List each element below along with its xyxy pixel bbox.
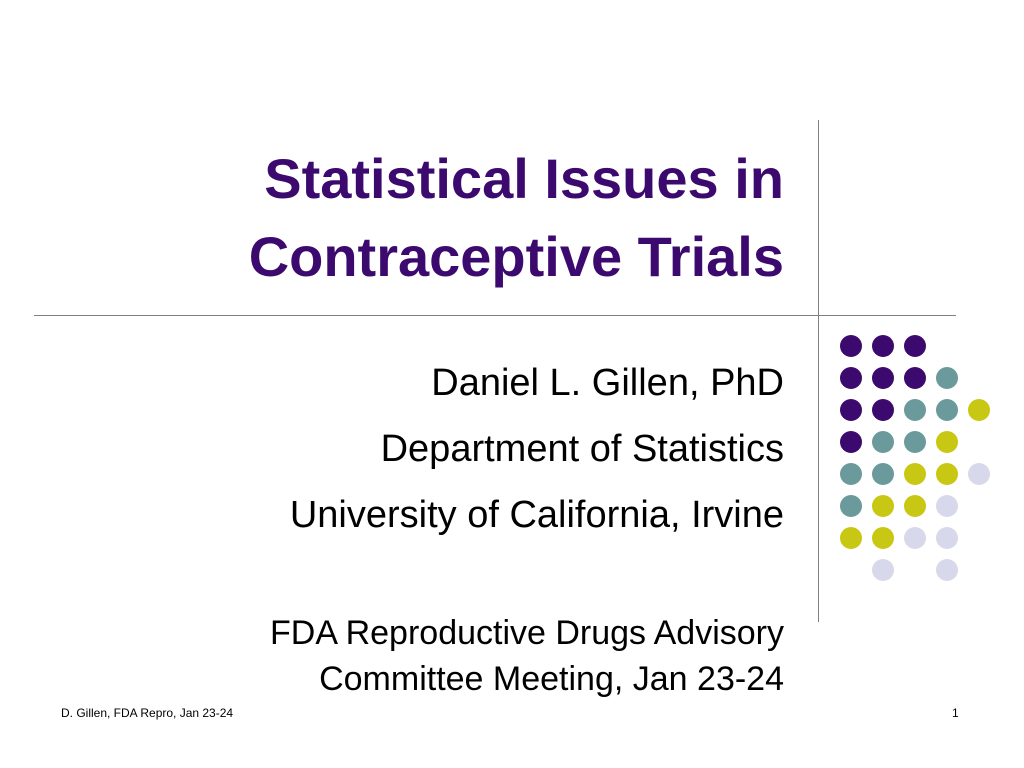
decorative-dot-lavender	[968, 463, 990, 485]
decorative-dot-purple	[904, 335, 926, 357]
decorative-dot-teal	[872, 463, 894, 485]
decorative-dot-lavender	[936, 495, 958, 517]
decorative-dot-teal	[840, 463, 862, 485]
decorative-dot-teal	[872, 431, 894, 453]
decorative-dot-teal	[904, 431, 926, 453]
decorative-dot-purple	[872, 367, 894, 389]
decorative-dot-purple	[840, 399, 862, 421]
decorative-dot-teal	[936, 399, 958, 421]
decorative-dot-purple	[840, 335, 862, 357]
decorative-dot-lavender	[936, 559, 958, 581]
decorative-dot-lavender	[872, 559, 894, 581]
meeting-line-1: FDA Reproductive Drugs Advisory	[270, 614, 784, 652]
decorative-dot-lavender	[904, 527, 926, 549]
meeting-block: FDA Reproductive Drugs Advisory Committe…	[84, 610, 784, 702]
decorative-dot-yellow	[872, 527, 894, 549]
author-name: Daniel L. Gillen, PhD	[431, 362, 784, 404]
decorative-dot-purple	[840, 367, 862, 389]
decorative-dot-yellow	[840, 527, 862, 549]
decorative-dot-teal	[840, 495, 862, 517]
decorative-dot-purple	[872, 399, 894, 421]
author-department: Department of Statistics	[380, 428, 784, 470]
slide-number: 1	[952, 706, 959, 720]
decorative-dot-teal	[936, 367, 958, 389]
decorative-dot-yellow	[936, 431, 958, 453]
footer-text: D. Gillen, FDA Repro, Jan 23-24	[61, 706, 234, 720]
slide-title: Statistical Issues in Contraceptive Tria…	[84, 140, 784, 296]
decorative-dot-purple	[872, 335, 894, 357]
author-institution: University of California, Irvine	[289, 494, 784, 536]
title-line-2: Contraceptive Trials	[248, 225, 784, 288]
title-line-1: Statistical Issues in	[264, 147, 784, 210]
decorative-dot-teal	[904, 399, 926, 421]
decorative-dot-yellow	[968, 399, 990, 421]
decorative-dot-yellow	[904, 495, 926, 517]
decorative-dot-yellow	[936, 463, 958, 485]
decorative-dot-lavender	[936, 527, 958, 549]
horizontal-rule	[34, 315, 956, 316]
author-block: Daniel L. Gillen, PhD Department of Stat…	[84, 350, 784, 548]
decorative-dot-yellow	[872, 495, 894, 517]
decorative-dot-yellow	[904, 463, 926, 485]
decorative-dot-purple	[840, 431, 862, 453]
vertical-rule	[818, 120, 819, 622]
meeting-line-2: Committee Meeting, Jan 23-24	[319, 660, 784, 698]
decorative-dot-purple	[904, 367, 926, 389]
